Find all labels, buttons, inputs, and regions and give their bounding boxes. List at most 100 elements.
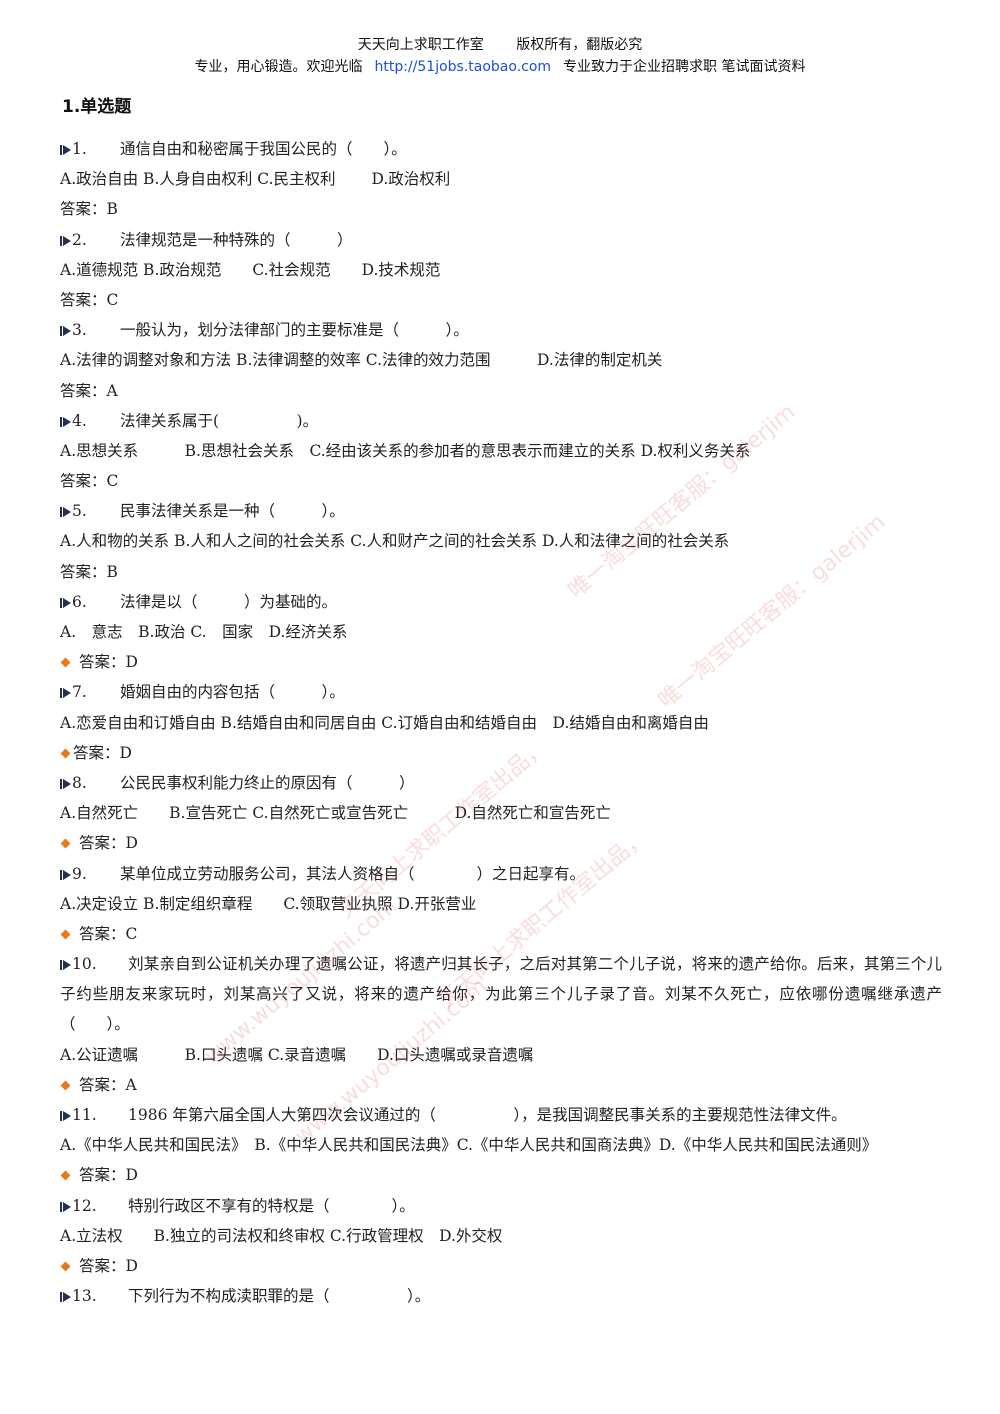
question-marker-icon <box>63 416 71 427</box>
question-stem: 6. 法律是以（ ）为基础的。 <box>60 587 942 617</box>
question-number: 9. <box>72 864 87 883</box>
question-text: 下列行为不构成渎职罪的是（ ）。 <box>128 1287 431 1306</box>
answer-bullet-icon <box>60 657 71 668</box>
answer-text: 答案：B <box>60 200 118 219</box>
question-answer: 答案：A <box>60 376 942 406</box>
question-answer: 答案：D <box>60 1251 942 1281</box>
question-number: 11. <box>72 1106 97 1125</box>
question-answer: 答案：D <box>60 738 942 768</box>
question-text: 刘某亲自到公证机关办理了遗嘱公证，将遗产归其长子，之后对其第二个儿子说，将来的遗… <box>60 955 942 1034</box>
question-options: A.法律的调整对象和方法 B.法律调整的效率 C.法律的效力范围 D.法律的制定… <box>60 351 663 370</box>
section-title: 1.单选题 <box>62 97 132 117</box>
question-answer: 答案：B <box>60 194 942 224</box>
question-marker-icon <box>60 960 62 971</box>
header-studio-name: 天天向上求职工作室 <box>357 37 484 53</box>
question-marker-icon <box>60 597 62 608</box>
question-text: 婚姻自由的内容包括（ ）。 <box>120 683 345 702</box>
question-stem: 4. 法律关系属于( )。 <box>60 406 942 436</box>
question-text: 法律是以（ ）为基础的。 <box>120 592 338 611</box>
answer-text: 答案：B <box>60 562 118 581</box>
question-marker-icon <box>63 1292 71 1303</box>
question-number: 12. <box>72 1196 97 1215</box>
header-slogan: 专业，用心锻造。欢迎光临 <box>194 59 363 75</box>
question-options: A.决定设立 B.制定组织章程 C.领取营业执照 D.开张营业 <box>60 894 477 913</box>
question-stem: 2. 法律规范是一种特殊的（ ） <box>60 225 942 255</box>
question-stem: 7. 婚姻自由的内容包括（ ）。 <box>60 677 942 707</box>
question-number: 8. <box>72 773 87 792</box>
question-answer: 答案：D <box>60 828 942 858</box>
question-stem: 1. 通信自由和秘密属于我国公民的（ ）。 <box>60 134 942 164</box>
question-number: 6. <box>72 592 87 611</box>
question-text: 通信自由和秘密属于我国公民的（ ）。 <box>120 140 407 158</box>
question-marker-icon <box>63 1201 71 1212</box>
question-marker-icon <box>60 145 62 155</box>
answer-text: 答案：A <box>60 381 118 400</box>
answer-bullet-icon <box>60 1080 71 1091</box>
question-list: 1. 通信自由和秘密属于我国公民的（ ）。 A.政治自由 B.人身自由权利 C.民主… <box>60 134 942 1311</box>
question-options: A.公证遗嘱 B.口头遗嘱 C.录音遗嘱 D.口头遗嘱或录音遗嘱 <box>60 1045 534 1064</box>
question-marker-icon <box>60 326 62 337</box>
question-marker-icon <box>63 960 71 971</box>
answer-text: 答案：C <box>60 472 119 491</box>
question-number: 10. <box>72 955 97 974</box>
question-marker-icon <box>60 507 62 518</box>
question-marker-icon <box>63 869 71 880</box>
question-answer: 答案：C <box>60 466 942 496</box>
answer-text: 答案：C <box>60 290 119 309</box>
question-stem: 12. 特别行政区不享有的特权是（ ）。 <box>60 1191 942 1221</box>
question-text: 民事法律关系是一种（ ）。 <box>120 502 345 521</box>
question-marker-icon <box>63 597 71 608</box>
question-stem: 10. 刘某亲自到公证机关办理了遗嘱公证，将遗产归其长子，之后对其第二个儿子说，将… <box>60 949 942 1040</box>
question-options: A.立法权 B.独立的司法权和终审权 C.行政管理权 D.外交权 <box>60 1226 503 1245</box>
question-marker-icon <box>63 326 71 337</box>
question-text: 1986 年第六届全国人大第四次会议通过的（ ），是我国调整民事关系的主要规范性… <box>128 1106 847 1125</box>
question-answer: 答案：B <box>60 557 942 587</box>
question-marker-icon <box>63 778 71 789</box>
question-options: A.思想关系 B.思想社会关系 C.经由该关系的参加者的意思表示而建立的关系 D… <box>60 441 751 460</box>
page-header: 天天向上求职工作室 版权所有，翻版必究 专业，用心锻造。欢迎光临 http://5… <box>0 34 1000 78</box>
question-number: 5. <box>72 502 87 521</box>
answer-bullet-icon <box>60 748 71 759</box>
question-number: 13. <box>72 1287 97 1306</box>
question-answer: 答案：A <box>60 1070 942 1100</box>
answer-text: 答案：D <box>73 743 132 762</box>
question-text: 特别行政区不享有的特权是（ ）。 <box>128 1196 415 1215</box>
question-answer: 答案：D <box>60 647 942 677</box>
question-stem: 11. 1986 年第六届全国人大第四次会议通过的（ ），是我国调整民事关系的主要… <box>60 1100 942 1130</box>
answer-text: 答案：D <box>79 1166 138 1185</box>
question-number: 3. <box>72 321 87 340</box>
question-marker-icon <box>60 235 62 246</box>
header-website-link[interactable]: http://51jobs.taobao.com <box>374 59 552 75</box>
question-marker-icon <box>63 1111 71 1122</box>
answer-text: 答案：D <box>79 834 138 853</box>
answer-text: 答案：C <box>79 924 138 943</box>
question-stem: 5. 民事法律关系是一种（ ）。 <box>60 496 942 526</box>
answer-bullet-icon <box>60 929 71 940</box>
header-tagline: 专业致力于企业招聘求职 笔试面试资料 <box>563 59 806 75</box>
header-copyright: 版权所有，翻版必究 <box>516 37 643 53</box>
question-stem: 9. 某单位成立劳动服务公司，其法人资格自（ ）之日起享有。 <box>60 859 942 889</box>
question-number: 4. <box>72 411 87 430</box>
answer-bullet-icon <box>60 1170 71 1181</box>
answer-text: 答案：D <box>79 1257 138 1275</box>
answer-bullet-icon <box>60 838 71 849</box>
question-marker-icon <box>60 1201 62 1212</box>
question-stem: 8. 公民民事权利能力终止的原因有（ ） <box>60 768 942 798</box>
question-number: 1. <box>72 140 87 158</box>
question-marker-icon <box>60 1111 62 1122</box>
answer-text: 答案：A <box>79 1075 137 1094</box>
question-text: 法律关系属于( )。 <box>120 411 319 430</box>
question-marker-icon <box>60 688 62 699</box>
question-options: A.政治自由 B.人身自由权利 C.民主权利 D.政治权利 <box>60 170 451 189</box>
question-number: 7. <box>72 683 87 702</box>
question-stem: 3. 一般认为，划分法律部门的主要标准是（ ）。 <box>60 315 942 345</box>
question-answer: 答案：C <box>60 919 942 949</box>
question-number: 2. <box>72 230 87 249</box>
question-text: 某单位成立劳动服务公司，其法人资格自（ ）之日起享有。 <box>120 864 586 883</box>
question-marker-icon <box>60 1292 62 1303</box>
question-marker-icon <box>60 869 62 880</box>
question-options: A.道德规范 B.政治规范 C.社会规范 D.技术规范 <box>60 260 441 279</box>
question-options: A.人和物的关系 B.人和人之间的社会关系 C.人和财产之间的社会关系 D.人和… <box>60 532 730 551</box>
question-marker-icon <box>63 688 71 699</box>
